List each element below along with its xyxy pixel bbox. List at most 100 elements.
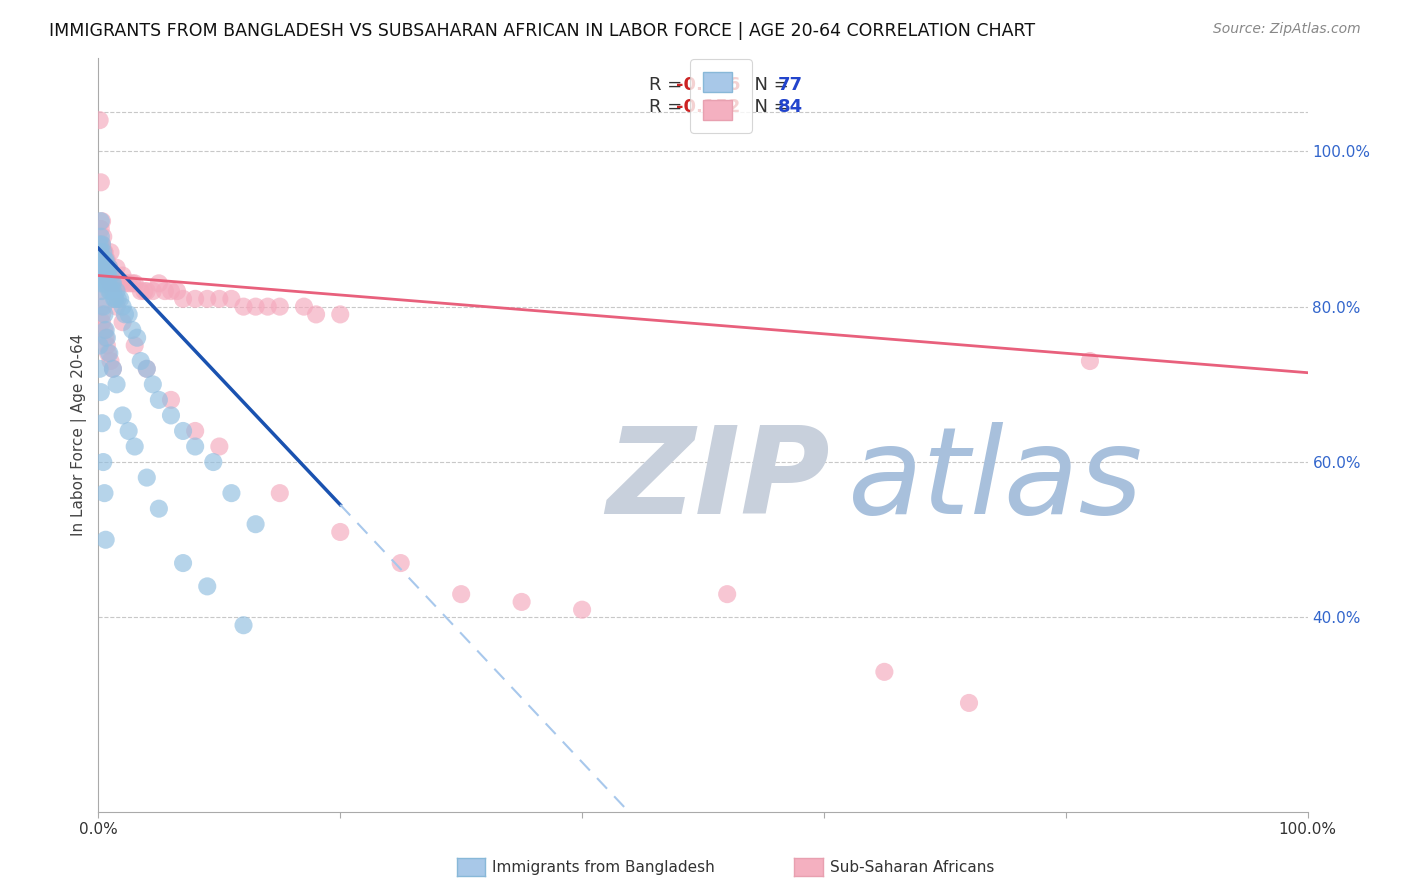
Point [91, 237, 114, 252]
Point [129, 354, 152, 368]
Point [94, 268, 117, 283]
Point [91, 229, 114, 244]
Point [100, 268, 122, 283]
Point [97, 268, 120, 283]
Point [89, 237, 111, 252]
Point [329, 307, 352, 321]
Point [89, 252, 111, 267]
Point [105, 284, 128, 298]
Point [208, 292, 231, 306]
Point [91, 260, 114, 275]
Point [90, 222, 112, 236]
Point [172, 292, 194, 306]
Point [96, 331, 118, 345]
Point [118, 307, 141, 321]
Text: 84: 84 [778, 98, 803, 116]
Point [91, 252, 114, 267]
Point [96, 260, 118, 275]
Point [105, 377, 128, 392]
Point [97, 346, 120, 360]
Text: -0.396: -0.396 [676, 76, 741, 95]
Point [93, 245, 115, 260]
Point [90, 229, 112, 244]
Point [100, 354, 122, 368]
Point [105, 300, 128, 314]
Point [873, 665, 896, 679]
Point [142, 377, 165, 392]
Point [98, 346, 121, 360]
Point [90, 277, 112, 291]
Point [100, 277, 122, 291]
Point [94, 533, 117, 547]
Point [91, 315, 114, 329]
Point [184, 424, 207, 438]
Point [93, 486, 115, 500]
Point [172, 424, 194, 438]
Point [107, 277, 129, 291]
Point [103, 292, 125, 306]
Point [91, 260, 114, 275]
Point [245, 300, 267, 314]
Point [89, 338, 111, 352]
Text: R =: R = [648, 98, 688, 116]
Point [148, 501, 170, 516]
Point [90, 214, 112, 228]
Point [93, 307, 115, 321]
Point [256, 300, 278, 314]
Point [172, 556, 194, 570]
Point [571, 603, 593, 617]
Point [127, 331, 149, 345]
Point [89, 113, 111, 128]
Point [98, 260, 121, 275]
Point [129, 284, 152, 298]
Point [94, 252, 117, 267]
Point [305, 307, 328, 321]
Point [91, 245, 114, 260]
Point [134, 284, 156, 298]
Text: N =: N = [742, 76, 794, 95]
Point [96, 338, 118, 352]
Text: atlas: atlas [848, 422, 1143, 539]
Point [96, 268, 118, 283]
Point [89, 237, 111, 252]
Point [93, 323, 115, 337]
Text: 77: 77 [778, 76, 803, 95]
Point [232, 618, 254, 632]
Point [90, 385, 112, 400]
Point [148, 392, 170, 407]
Point [94, 268, 117, 283]
Point [118, 424, 141, 438]
Point [96, 252, 118, 267]
Point [148, 277, 170, 291]
Point [142, 284, 165, 298]
Point [93, 277, 115, 291]
Point [98, 284, 121, 298]
Point [91, 455, 114, 469]
Point [389, 556, 412, 570]
Point [101, 361, 124, 376]
Point [89, 284, 111, 298]
Point [105, 277, 128, 291]
Point [1078, 354, 1101, 368]
Text: Immigrants from Bangladesh: Immigrants from Bangladesh [492, 860, 714, 874]
Point [101, 277, 124, 291]
Point [93, 260, 115, 275]
Point [135, 470, 157, 484]
Point [94, 260, 117, 275]
Point [98, 260, 121, 275]
Point [91, 416, 114, 430]
Point [111, 315, 134, 329]
Point [184, 292, 207, 306]
Point [94, 252, 117, 267]
Point [103, 277, 125, 291]
Point [135, 361, 157, 376]
Point [104, 292, 127, 306]
Point [100, 268, 122, 283]
Point [221, 292, 243, 306]
Point [108, 292, 131, 306]
Point [269, 300, 291, 314]
Point [195, 292, 218, 306]
Text: Sub-Saharan Africans: Sub-Saharan Africans [830, 860, 994, 874]
Point [93, 245, 115, 260]
Point [135, 361, 157, 376]
